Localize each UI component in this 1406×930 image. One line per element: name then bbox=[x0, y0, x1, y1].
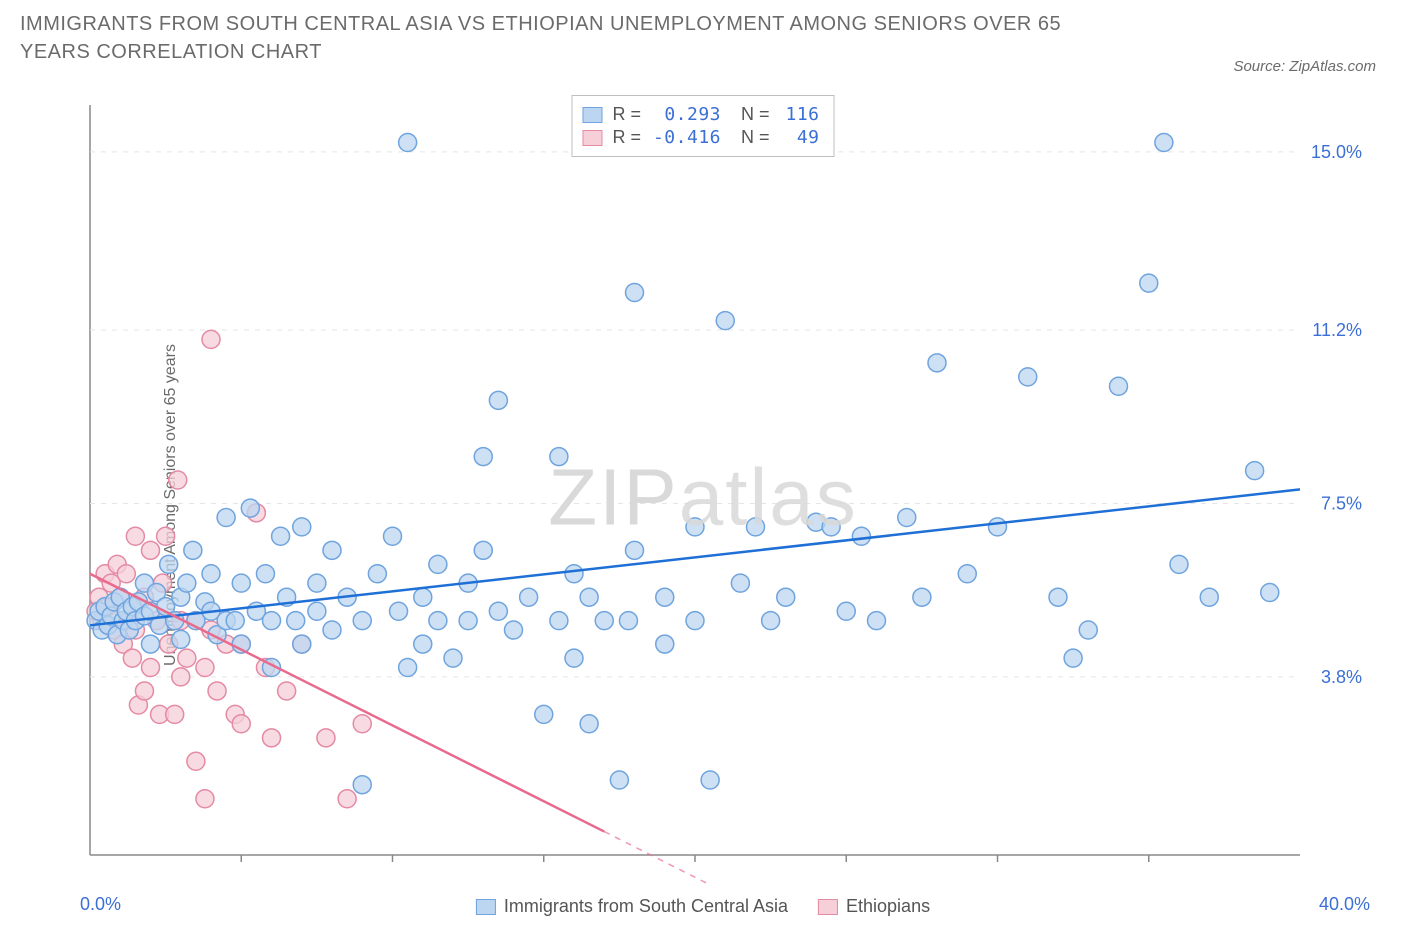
scatter-plot: 3.8% 7.5% 11.2% 15.0% bbox=[80, 95, 1370, 885]
legend-row-eth: R = -0.416 N = 49 bbox=[582, 127, 819, 148]
r-value-eth: -0.416 bbox=[651, 127, 721, 148]
legend-row-sca: R = 0.293 N = 116 bbox=[582, 104, 819, 125]
correlation-legend: R = 0.293 N = 116 R = -0.416 N = 49 bbox=[571, 95, 834, 157]
svg-text:11.2%: 11.2% bbox=[1312, 320, 1362, 340]
swatch-eth bbox=[582, 130, 602, 146]
svg-text:7.5%: 7.5% bbox=[1321, 493, 1362, 513]
source-attribution: Source: ZipAtlas.com bbox=[1233, 58, 1376, 75]
n-value-sca: 116 bbox=[780, 104, 820, 125]
chart-title: IMMIGRANTS FROM SOUTH CENTRAL ASIA VS ET… bbox=[20, 10, 1120, 66]
legend-item-eth: Ethiopians bbox=[818, 896, 930, 917]
swatch-eth bbox=[818, 899, 838, 915]
svg-text:3.8%: 3.8% bbox=[1321, 667, 1362, 687]
r-label: R = bbox=[612, 104, 641, 125]
x-axis-max: 40.0% bbox=[1319, 894, 1370, 915]
swatch-sca bbox=[582, 107, 602, 123]
series-legend: Immigrants from South Central Asia Ethio… bbox=[476, 896, 930, 917]
swatch-sca bbox=[476, 899, 496, 915]
series-label-sca: Immigrants from South Central Asia bbox=[504, 896, 788, 917]
svg-text:15.0%: 15.0% bbox=[1311, 142, 1362, 162]
legend-item-sca: Immigrants from South Central Asia bbox=[476, 896, 788, 917]
x-axis-min: 0.0% bbox=[80, 894, 121, 915]
n-value-eth: 49 bbox=[780, 127, 820, 148]
n-label: N = bbox=[741, 104, 770, 125]
chart-container: Unemployment Among Seniors over 65 years… bbox=[20, 95, 1386, 915]
r-label: R = bbox=[612, 127, 641, 148]
series-label-eth: Ethiopians bbox=[846, 896, 930, 917]
r-value-sca: 0.293 bbox=[651, 104, 721, 125]
n-label: N = bbox=[741, 127, 770, 148]
